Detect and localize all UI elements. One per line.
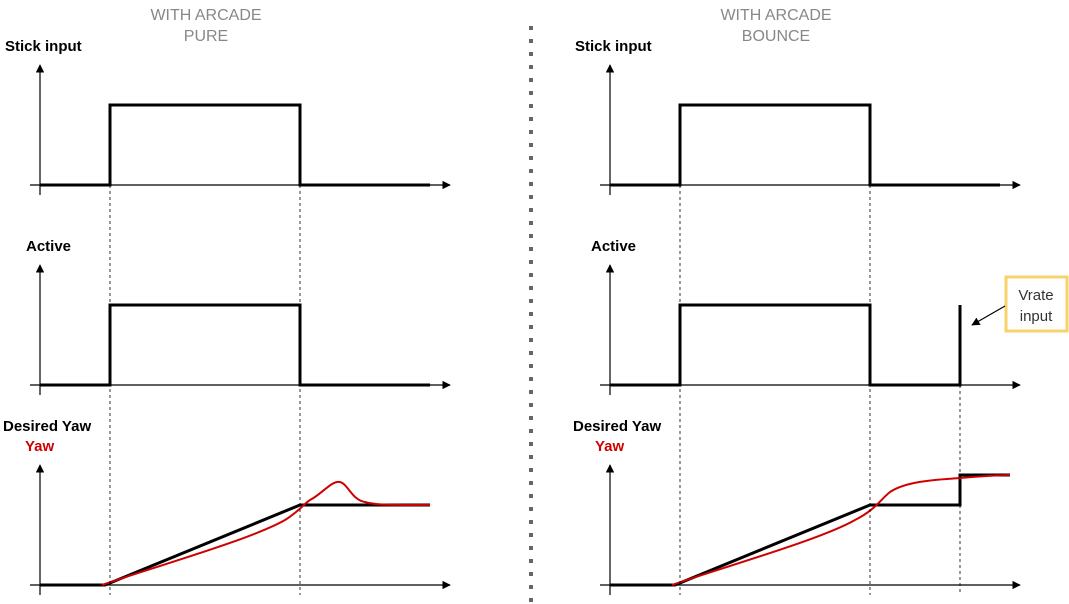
right-desired-yaw-curve <box>610 473 1010 587</box>
left-yaw-curve <box>101 480 431 586</box>
left-active-signal <box>40 303 430 387</box>
left-title-line2: PURE <box>184 28 228 45</box>
left-panel: WITH ARCADE PURE Stick input Active Desi… <box>3 7 451 595</box>
right-panel: WITH ARCADE BOUNCE Stick input Active Vr… <box>573 7 1069 595</box>
right-active-signal <box>610 303 962 387</box>
vrate-note-arrow <box>971 305 1006 326</box>
vrate-note-line2: input <box>1020 308 1053 325</box>
vrate-note-box <box>1004 275 1069 333</box>
left-desired-yaw-curve <box>40 503 430 587</box>
left-yaw-label: Yaw <box>25 438 55 455</box>
left-stick-signal <box>40 103 430 187</box>
vrate-note-line1: Vrate <box>1018 287 1053 304</box>
left-title-line1: WITH ARCADE <box>150 7 261 24</box>
right-stick-input-label: Stick input <box>575 38 652 55</box>
right-yaw-label: Yaw <box>595 438 625 455</box>
left-active-label: Active <box>26 238 71 255</box>
right-stick-signal <box>610 103 1000 187</box>
right-yaw-curve <box>671 474 1011 586</box>
left-stick-input-label: Stick input <box>5 38 82 55</box>
right-active-label: Active <box>591 238 636 255</box>
right-desired-yaw-label: Desired Yaw <box>573 418 661 435</box>
right-title-line2: BOUNCE <box>742 28 810 45</box>
right-title-line1: WITH ARCADE <box>720 7 831 24</box>
left-desired-yaw-label: Desired Yaw <box>3 418 91 435</box>
